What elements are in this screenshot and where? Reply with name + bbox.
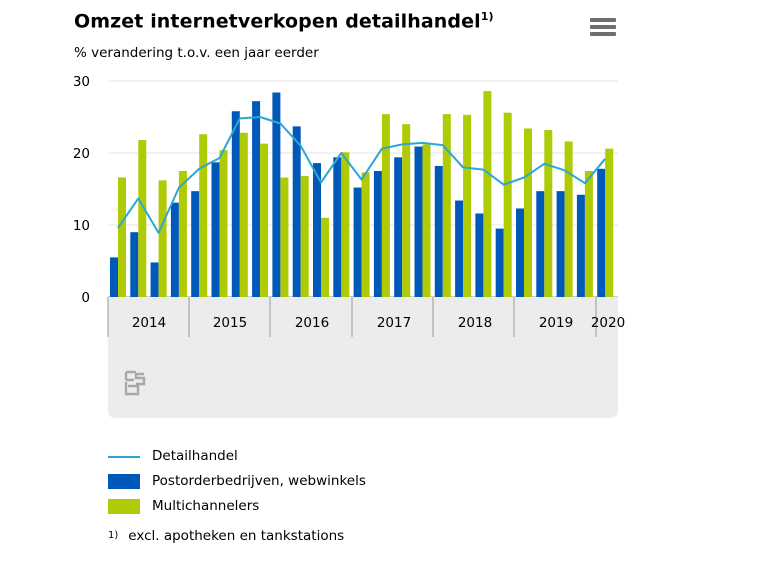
- x-tick-label: 2014: [132, 315, 166, 331]
- bar-postorderbedrijven: [170, 202, 179, 297]
- bar-postorderbedrijven: [231, 111, 240, 298]
- bar-multichannelers: [361, 172, 370, 297]
- bar-multichannelers: [178, 171, 187, 297]
- legend-label: Detailhandel: [152, 448, 238, 464]
- x-tick-label: 2018: [458, 315, 492, 331]
- bar-postorderbedrijven: [373, 171, 382, 297]
- bar-postorderbedrijven: [130, 232, 139, 297]
- bar-multichannelers: [118, 177, 126, 297]
- bar-postorderbedrijven: [333, 157, 342, 297]
- chart-title-text: Omzet internetverkopen detailhandel: [74, 10, 481, 33]
- chart: 0 10 20 30 2014 2015 2016 2017 2018 2019 2020: [73, 74, 625, 418]
- y-axis: 0 10 20 30: [73, 74, 90, 306]
- x-tick-label: 2015: [213, 315, 247, 331]
- bar-multichannelers: [544, 129, 553, 297]
- bar-postorderbedrijven: [252, 101, 261, 297]
- title-footnote-mark: 1): [480, 10, 494, 23]
- bar-postorderbedrijven: [191, 191, 200, 297]
- legend-box-swatch: [108, 474, 140, 489]
- bar-postorderbedrijven: [414, 146, 423, 297]
- bar-postorderbedrijven: [455, 200, 464, 297]
- bar-postorderbedrijven: [576, 194, 585, 297]
- chart-bars: [110, 91, 614, 298]
- bar-postorderbedrijven: [272, 92, 281, 298]
- y-tick-label: 0: [81, 290, 90, 306]
- bar-postorderbedrijven: [211, 162, 220, 297]
- bar-multichannelers: [524, 128, 532, 297]
- menu-line-icon: [590, 32, 616, 36]
- bar-multichannelers: [584, 171, 593, 297]
- bar-multichannelers: [239, 132, 248, 297]
- line-detailhandel: [117, 116, 606, 234]
- bar-multichannelers: [138, 140, 147, 297]
- bar-multichannelers: [564, 141, 573, 297]
- bar-multichannelers: [260, 143, 269, 297]
- bar-postorderbedrijven: [150, 262, 159, 297]
- bar-multichannelers: [605, 148, 614, 297]
- legend-box-swatch: [108, 499, 140, 514]
- bar-postorderbedrijven: [516, 208, 524, 297]
- bar-postorderbedrijven: [292, 126, 301, 297]
- bar-multichannelers: [158, 180, 167, 297]
- cbs-logo-icon: [124, 370, 146, 396]
- bar-multichannelers: [280, 177, 289, 297]
- bar-multichannelers: [199, 134, 208, 297]
- legend-label: Postorderbedrijven, webwinkels: [152, 473, 366, 489]
- x-axis-band: [108, 297, 618, 418]
- y-tick-label: 30: [73, 74, 90, 90]
- footnote-text: excl. apotheken en tankstations: [128, 528, 345, 544]
- footnote-mark: 1): [108, 530, 119, 541]
- y-tick-label: 20: [73, 146, 90, 162]
- bar-postorderbedrijven: [110, 257, 118, 297]
- x-axis: 2014 2015 2016 2017 2018 2019 2020: [107, 297, 625, 418]
- bar-postorderbedrijven: [556, 191, 565, 297]
- bar-multichannelers: [402, 124, 411, 297]
- footnote: 1) excl. apotheken en tankstations: [108, 528, 344, 544]
- chart-menu-button[interactable]: [590, 18, 616, 40]
- bar-multichannelers: [442, 114, 451, 298]
- bar-postorderbedrijven: [434, 165, 443, 297]
- bar-multichannelers: [341, 152, 350, 297]
- logo-s: [134, 372, 146, 386]
- bar-multichannelers: [321, 217, 329, 297]
- legend-label: Multichannelers: [152, 498, 260, 514]
- x-tick-label: 2020: [591, 315, 625, 331]
- logo-b: [124, 382, 140, 396]
- menu-line-icon: [590, 25, 616, 29]
- bar-postorderbedrijven: [495, 228, 504, 297]
- bar-multichannelers: [219, 150, 228, 297]
- bar-postorderbedrijven: [475, 213, 484, 297]
- x-tick-label: 2017: [377, 315, 411, 331]
- bar-multichannelers: [422, 144, 431, 297]
- bar-multichannelers: [483, 91, 492, 297]
- bar-multichannelers: [463, 114, 472, 297]
- logo-c: [124, 370, 136, 382]
- x-tick-label: 2016: [295, 315, 329, 331]
- bar-postorderbedrijven: [536, 191, 545, 297]
- bar-postorderbedrijven: [597, 168, 606, 297]
- legend-line-swatch: [108, 456, 140, 458]
- cbs-logo-icon: [124, 370, 146, 396]
- bar-postorderbedrijven: [394, 157, 403, 297]
- chart-subtitle: % verandering t.o.v. een jaar eerder: [74, 45, 319, 61]
- bar-multichannelers: [503, 112, 512, 298]
- chart-line: [117, 116, 606, 234]
- hamburger-menu-icon: [590, 18, 616, 22]
- x-tick-label: 2019: [539, 315, 573, 331]
- chart-title: Omzet internetverkopen detailhandel1): [74, 10, 494, 32]
- bar-multichannelers: [300, 176, 309, 297]
- bar-postorderbedrijven: [313, 163, 321, 297]
- y-tick-label: 10: [73, 218, 90, 234]
- bar-postorderbedrijven: [353, 187, 362, 297]
- bar-multichannelers: [381, 114, 390, 298]
